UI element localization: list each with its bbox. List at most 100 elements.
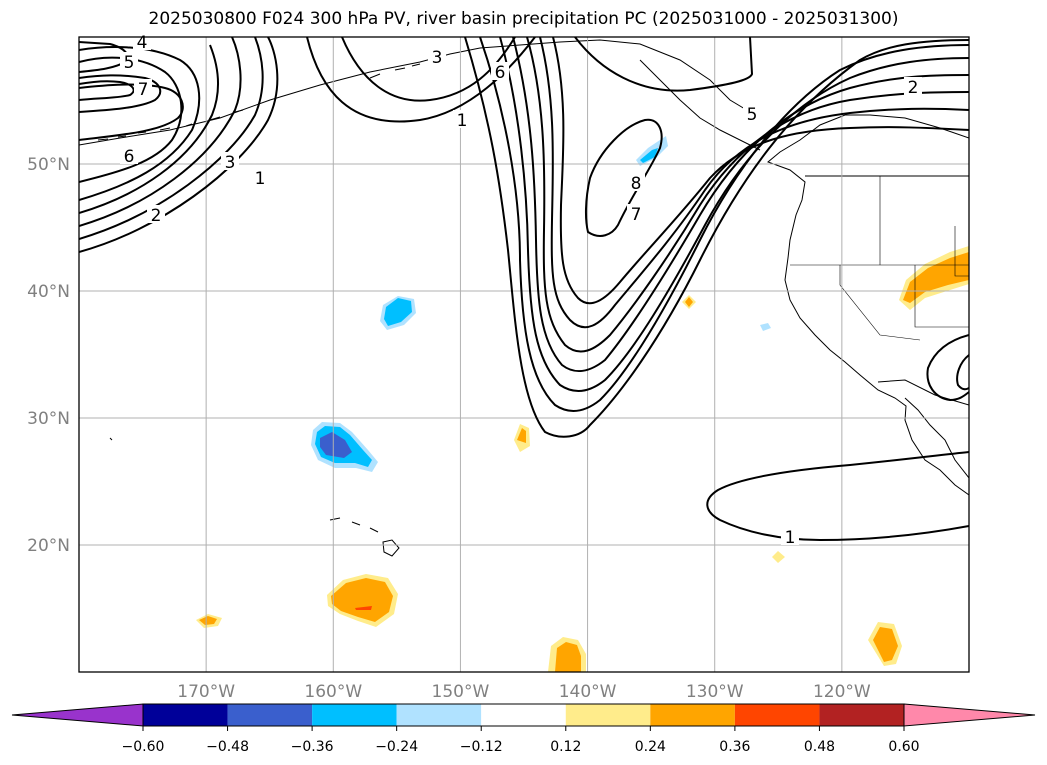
longitude-label: 160°W [304, 682, 362, 702]
contour-label-bg [120, 146, 138, 164]
pv-contour [79, 44, 219, 214]
colorbar-segment [227, 704, 313, 726]
colorbar-segment [819, 704, 904, 726]
latitude-label: 20°N [27, 536, 70, 556]
shade-pos-blob [685, 297, 693, 307]
pv-contour [79, 74, 162, 113]
colorbar: −0.60 −0.48 −0.36 −0.24 −0.12 0.12 0.24 0.36 0.4… [11, 703, 1036, 755]
pv-contour [464, 37, 969, 438]
contour-label: 5 [124, 53, 135, 73]
coast-alaska [79, 39, 756, 146]
colorbar-segment [734, 704, 820, 726]
pv-contour [79, 37, 264, 240]
longitude-label: 120°W [813, 682, 871, 702]
colorbar-tick-label: −0.48 [206, 739, 249, 755]
pv-contour [79, 37, 279, 253]
shade-pos-blob [517, 428, 526, 443]
pv-contour [79, 80, 135, 101]
longitude-label: 150°W [432, 682, 490, 702]
shade-neg-blob [640, 148, 658, 163]
longitude-labels: 170°W 160°W 150°W 140°W 130°W 120°W [177, 682, 871, 702]
pv-contour [499, 37, 969, 392]
contour-label-bg [781, 527, 799, 545]
contour-label-bg [491, 62, 509, 80]
contour-label: 8 [631, 174, 642, 194]
coast-baja-gulf [904, 397, 969, 479]
colorbar-extend-high [903, 703, 1036, 727]
shade-pos-core [355, 606, 372, 610]
coast-alaska-islands [369, 59, 439, 79]
border-us-mexico [877, 379, 969, 406]
contour-label: 1 [255, 169, 266, 189]
longitude-label: 140°W [559, 682, 617, 702]
colorbar-segment [481, 704, 566, 726]
contour-label-bg [453, 110, 471, 128]
coast-island [109, 437, 113, 441]
latitude-label: 40°N [27, 282, 70, 302]
pv-contour [341, 37, 516, 102]
colorbar-tick-label: 0.24 [635, 739, 666, 755]
contour-label-bg [743, 104, 761, 122]
contour-label-bg [251, 168, 269, 186]
contour-label: 5 [747, 105, 758, 125]
coast-alaska-panhandle [639, 59, 761, 151]
pv-contour [526, 37, 969, 353]
pv-contour [79, 37, 242, 227]
longitude-label: 130°W [686, 682, 744, 702]
colorbar-tick-label: −0.12 [460, 739, 503, 755]
colorbar-segment [650, 704, 735, 726]
pv-contour [956, 354, 969, 391]
colorbar-tick-label: −0.60 [122, 739, 165, 755]
contour-label: 6 [124, 147, 135, 167]
colorbar-tick-label: 0.60 [888, 739, 919, 755]
shade-pos-blob [873, 627, 898, 662]
latitude-labels: 50°N 40°N 30°N 20°N [27, 155, 70, 556]
pv-contour [584, 118, 663, 237]
colorbar-frame [142, 703, 905, 727]
contour-label-bg [147, 205, 165, 223]
colorbar-tick-label: 0.48 [804, 739, 835, 755]
contour-label: 4 [137, 33, 148, 53]
colorbar-segment [143, 704, 228, 726]
contour-label: 2 [151, 206, 162, 226]
latitude-label: 50°N [27, 155, 70, 175]
shade-pos-blob [199, 616, 217, 625]
pv-contour [479, 37, 969, 412]
shade-pos-blob [331, 578, 393, 622]
pv-contour [79, 46, 201, 201]
coastlines [79, 39, 969, 557]
pv-contours [79, 37, 969, 542]
pv-contour [706, 451, 969, 542]
shade-neg-blob [760, 323, 771, 331]
colorbar-tick-label: 0.12 [550, 739, 581, 755]
pv-contour [574, 37, 754, 92]
contour-label-bg [221, 152, 239, 170]
colorbar-tick-label: 0.36 [719, 739, 750, 755]
shade-pos-blob [772, 551, 785, 563]
coast-west-us [767, 114, 969, 496]
map-title: 2025030800 F024 300 hPa PV, river basin … [148, 9, 899, 29]
shade-neg-blob [320, 432, 352, 458]
contour-label-bg [120, 52, 138, 70]
colorbar-tick-label: −0.24 [375, 739, 418, 755]
contour-label-bg [904, 77, 922, 95]
contour-label: 3 [432, 48, 443, 68]
contour-label-bg [627, 204, 645, 222]
precipitation-shading [196, 136, 969, 672]
colorbar-tick-label: −0.36 [291, 739, 334, 755]
contour-label: 1 [785, 528, 796, 548]
contour-label: 1 [457, 111, 468, 131]
contour-label: 3 [225, 153, 236, 173]
pv-contour [539, 37, 969, 329]
colorbar-segment [396, 704, 482, 726]
pv-contour [926, 334, 969, 402]
map-frame [78, 36, 970, 673]
longitude-label: 170°W [177, 682, 235, 702]
pv-contour [512, 37, 969, 372]
contour-label: 7 [631, 205, 642, 225]
pv-contour [79, 83, 184, 141]
pv-contour [552, 37, 969, 305]
border-states [790, 176, 969, 341]
